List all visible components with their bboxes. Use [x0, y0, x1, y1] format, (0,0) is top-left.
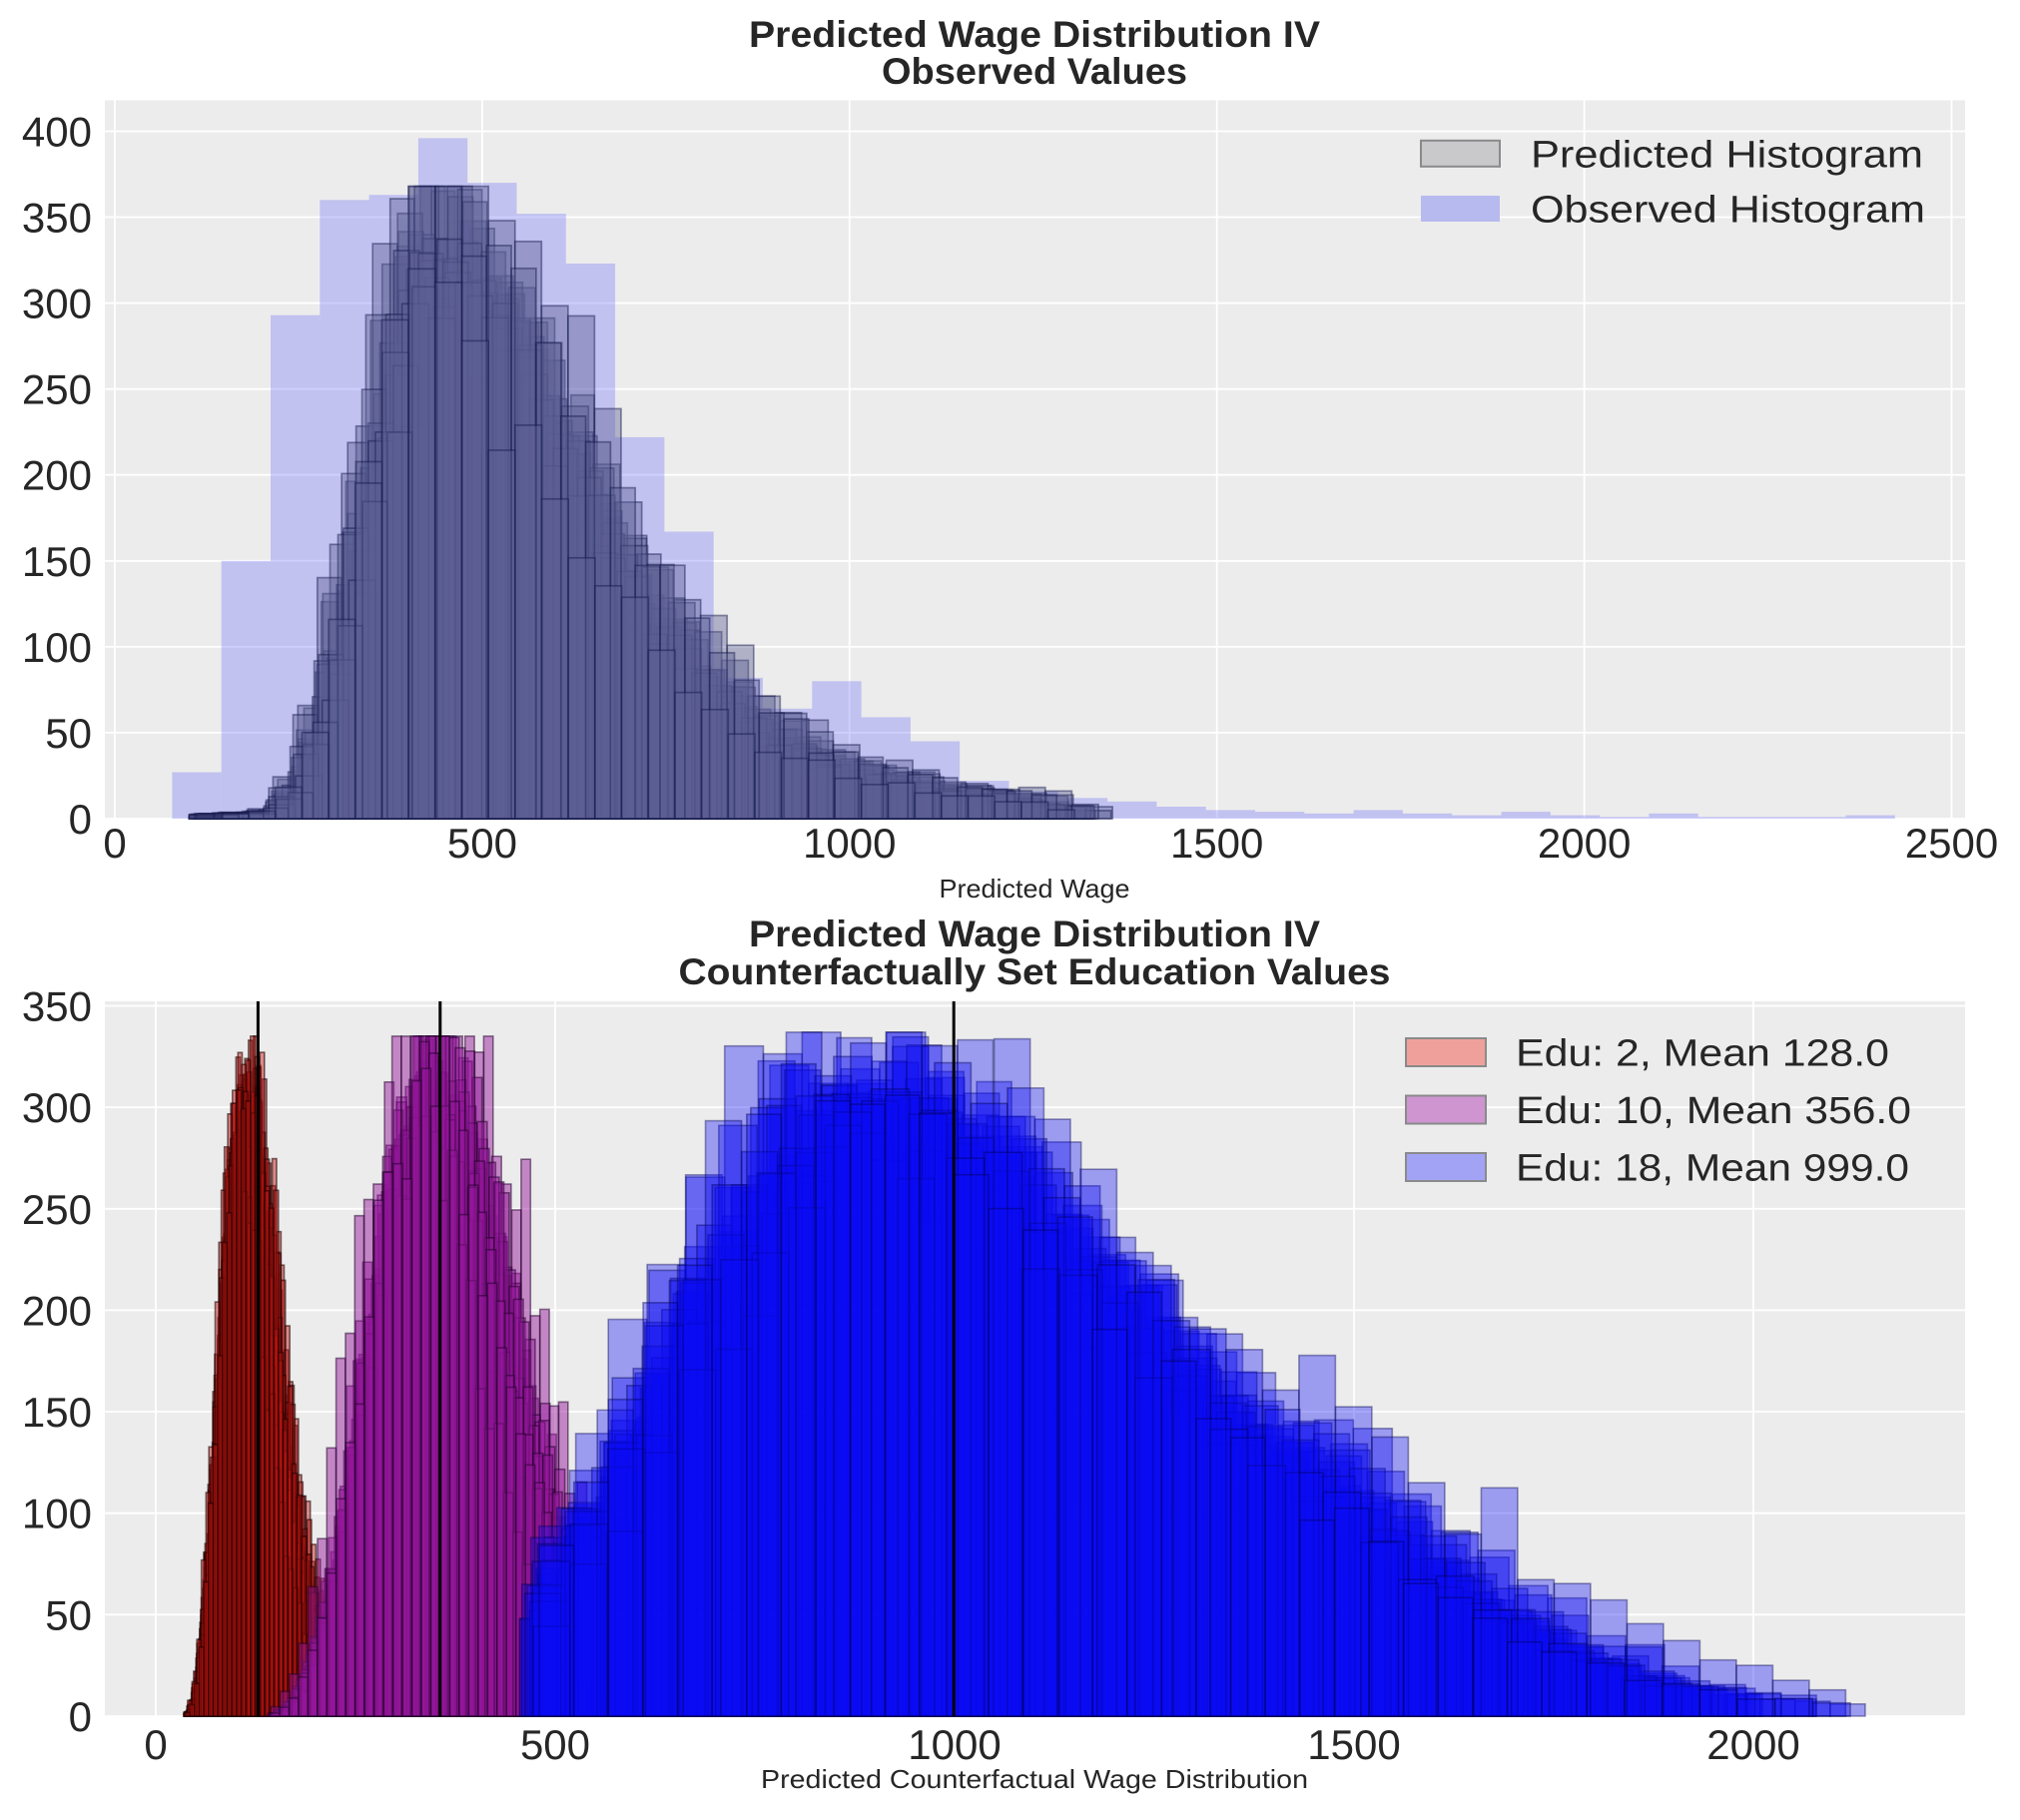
svg-text:500: 500 — [447, 820, 517, 867]
svg-text:200: 200 — [22, 452, 92, 499]
svg-text:250: 250 — [22, 366, 92, 413]
svg-text:Predicted Wage: Predicted Wage — [940, 874, 1130, 904]
svg-text:350: 350 — [22, 983, 92, 1030]
svg-text:300: 300 — [22, 281, 92, 327]
svg-text:50: 50 — [45, 1591, 92, 1638]
svg-text:1500: 1500 — [1307, 1721, 1400, 1768]
svg-text:2000: 2000 — [1706, 1721, 1799, 1768]
svg-text:200: 200 — [22, 1287, 92, 1334]
svg-text:Edu: 18, Mean 999.0: Edu: 18, Mean 999.0 — [1516, 1148, 1909, 1190]
svg-text:Predicted Counterfactual Wage: Predicted Counterfactual Wage Distributi… — [761, 1764, 1308, 1794]
svg-text:1000: 1000 — [908, 1721, 1001, 1768]
svg-text:Predicted Histogram: Predicted Histogram — [1531, 135, 1923, 177]
svg-text:1500: 1500 — [1170, 820, 1263, 867]
svg-text:1000: 1000 — [803, 820, 896, 867]
svg-text:250: 250 — [22, 1186, 92, 1233]
svg-text:100: 100 — [22, 1491, 92, 1537]
svg-text:2500: 2500 — [1905, 820, 1998, 867]
svg-text:150: 150 — [22, 1389, 92, 1436]
svg-text:Edu: 10, Mean 356.0: Edu: 10, Mean 356.0 — [1516, 1090, 1911, 1132]
svg-text:50: 50 — [45, 710, 92, 757]
svg-text:Predicted Wage Distribution IV: Predicted Wage Distribution IV — [749, 13, 1320, 55]
svg-text:150: 150 — [22, 538, 92, 585]
svg-text:Observed Values: Observed Values — [882, 50, 1187, 92]
svg-text:0: 0 — [69, 1693, 92, 1740]
svg-text:0: 0 — [103, 820, 126, 867]
svg-text:Counterfactually Set Education: Counterfactually Set Education Values — [679, 950, 1391, 992]
svg-text:0: 0 — [69, 796, 92, 843]
svg-text:Predicted Wage Distribution IV: Predicted Wage Distribution IV — [749, 912, 1320, 954]
svg-text:350: 350 — [22, 195, 92, 242]
svg-text:2000: 2000 — [1538, 820, 1631, 867]
svg-text:Edu: 2, Mean 128.0: Edu: 2, Mean 128.0 — [1516, 1033, 1889, 1075]
svg-text:100: 100 — [22, 624, 92, 671]
svg-text:0: 0 — [144, 1721, 167, 1768]
svg-text:400: 400 — [22, 109, 92, 156]
svg-text:500: 500 — [520, 1721, 590, 1768]
svg-text:300: 300 — [22, 1084, 92, 1131]
svg-text:Observed Histogram: Observed Histogram — [1531, 189, 1925, 231]
